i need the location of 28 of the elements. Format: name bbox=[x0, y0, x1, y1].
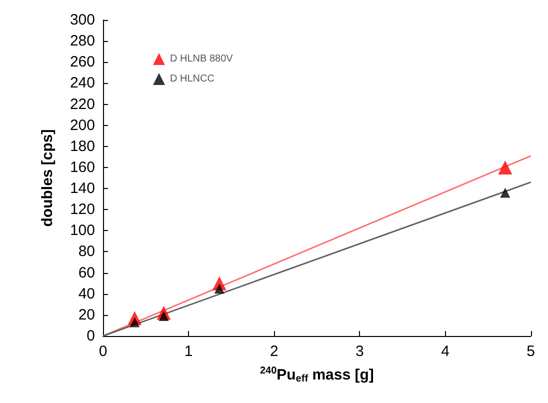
x-tick-label: 4 bbox=[441, 343, 450, 360]
x-tick-label: 0 bbox=[98, 343, 108, 360]
point bbox=[498, 160, 512, 174]
y-tick-label: 160 bbox=[70, 158, 95, 176]
legend-label: D HLNCC bbox=[170, 74, 214, 84]
y-tick-label: 20 bbox=[78, 306, 95, 324]
x-tick-label: 3 bbox=[356, 343, 364, 360]
y-tick-label: 300 bbox=[70, 12, 95, 28]
y-tick-label: 220 bbox=[70, 96, 95, 113]
y-tick-label: 60 bbox=[78, 264, 95, 282]
y-tick-label: 180 bbox=[70, 138, 95, 155]
y-tick-label: 240 bbox=[70, 74, 95, 92]
x-tick-label: 1 bbox=[184, 343, 193, 360]
y-axis-title: doubles [cps] bbox=[39, 129, 56, 227]
y-tick-label: 200 bbox=[70, 116, 95, 134]
x-tick-label: 5 bbox=[526, 343, 535, 360]
legend-label: D HLNB 880V bbox=[170, 54, 234, 64]
y-tick-label: 40 bbox=[78, 285, 95, 302]
point bbox=[214, 284, 224, 294]
y-tick-label: 140 bbox=[70, 180, 95, 198]
y-tick-label: 260 bbox=[70, 54, 95, 71]
y-tick-label: 100 bbox=[70, 222, 95, 240]
y-tick-label: 80 bbox=[78, 243, 95, 260]
point bbox=[500, 188, 510, 198]
y-tick-label: 280 bbox=[70, 32, 95, 50]
y-tick-label: 120 bbox=[70, 201, 95, 218]
x-tick-label: 2 bbox=[270, 343, 278, 360]
y-tick-label: 0 bbox=[86, 328, 95, 344]
